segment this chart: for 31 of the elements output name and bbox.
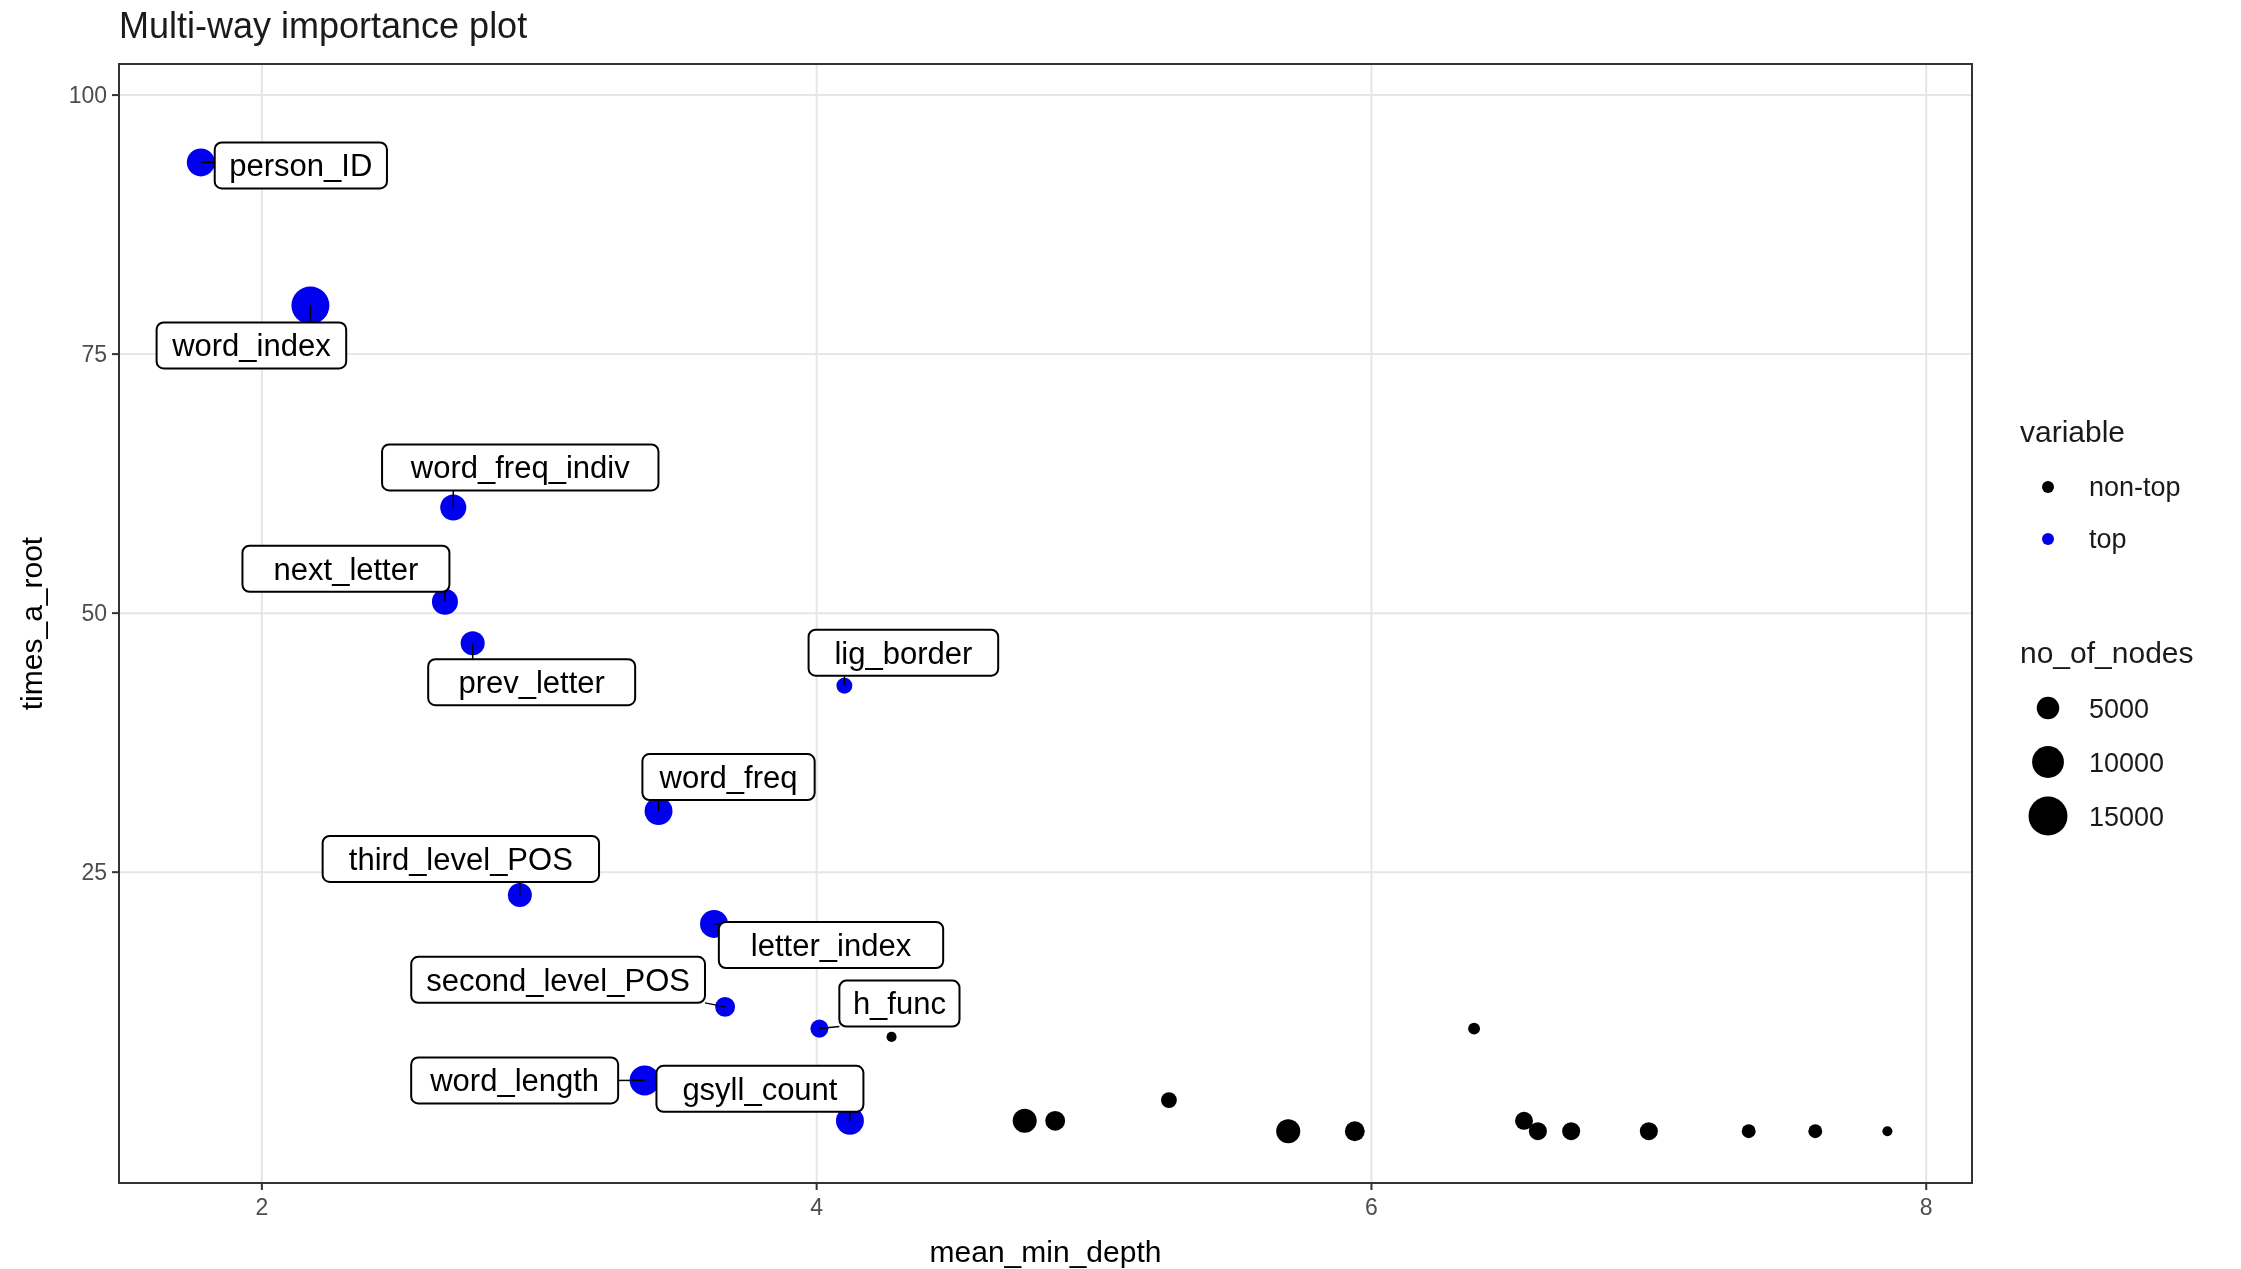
legend-label: 5000 bbox=[2089, 694, 2150, 724]
x-tick-label: 4 bbox=[810, 1194, 824, 1220]
chart-title: Multi-way importance plot bbox=[119, 5, 528, 46]
annotation: prev_letter bbox=[458, 665, 605, 701]
x-tick-label: 2 bbox=[255, 1194, 269, 1220]
annotation: word_freq bbox=[658, 759, 798, 795]
y-tick-label: 100 bbox=[68, 82, 107, 109]
x-tick-label: 8 bbox=[1919, 1194, 1933, 1220]
legend-label: 15000 bbox=[2089, 802, 2165, 832]
legend-label: 10000 bbox=[2089, 748, 2165, 778]
y-axis-title: times_a_root bbox=[15, 536, 48, 711]
annotation: third_level_POS bbox=[348, 841, 573, 877]
annotation: second_level_POS bbox=[426, 962, 690, 998]
legend-label: non-top bbox=[2089, 472, 2181, 502]
annotation: person_ID bbox=[229, 148, 373, 184]
y-tick-label: 50 bbox=[81, 600, 107, 627]
legend-label: top bbox=[2089, 524, 2127, 554]
annotation: h_func bbox=[852, 986, 946, 1022]
x-axis-title: mean_min_depth bbox=[929, 1235, 1162, 1268]
annotation: next_letter bbox=[273, 551, 419, 587]
annotation: lig_border bbox=[834, 635, 973, 671]
annotation: letter_index bbox=[750, 927, 912, 963]
text: no_of_nodes bbox=[2020, 636, 2194, 669]
x-tick-label: 6 bbox=[1365, 1194, 1378, 1220]
annotation: word_length bbox=[429, 1063, 600, 1099]
annotation: gsyll_count bbox=[682, 1071, 838, 1107]
y-tick-label: 75 bbox=[81, 341, 107, 368]
y-tick-label: 25 bbox=[81, 859, 107, 886]
legend-title: variable bbox=[2020, 415, 2126, 448]
annotation: word_index bbox=[171, 328, 332, 364]
annotation: word_freq_indiv bbox=[409, 450, 631, 486]
